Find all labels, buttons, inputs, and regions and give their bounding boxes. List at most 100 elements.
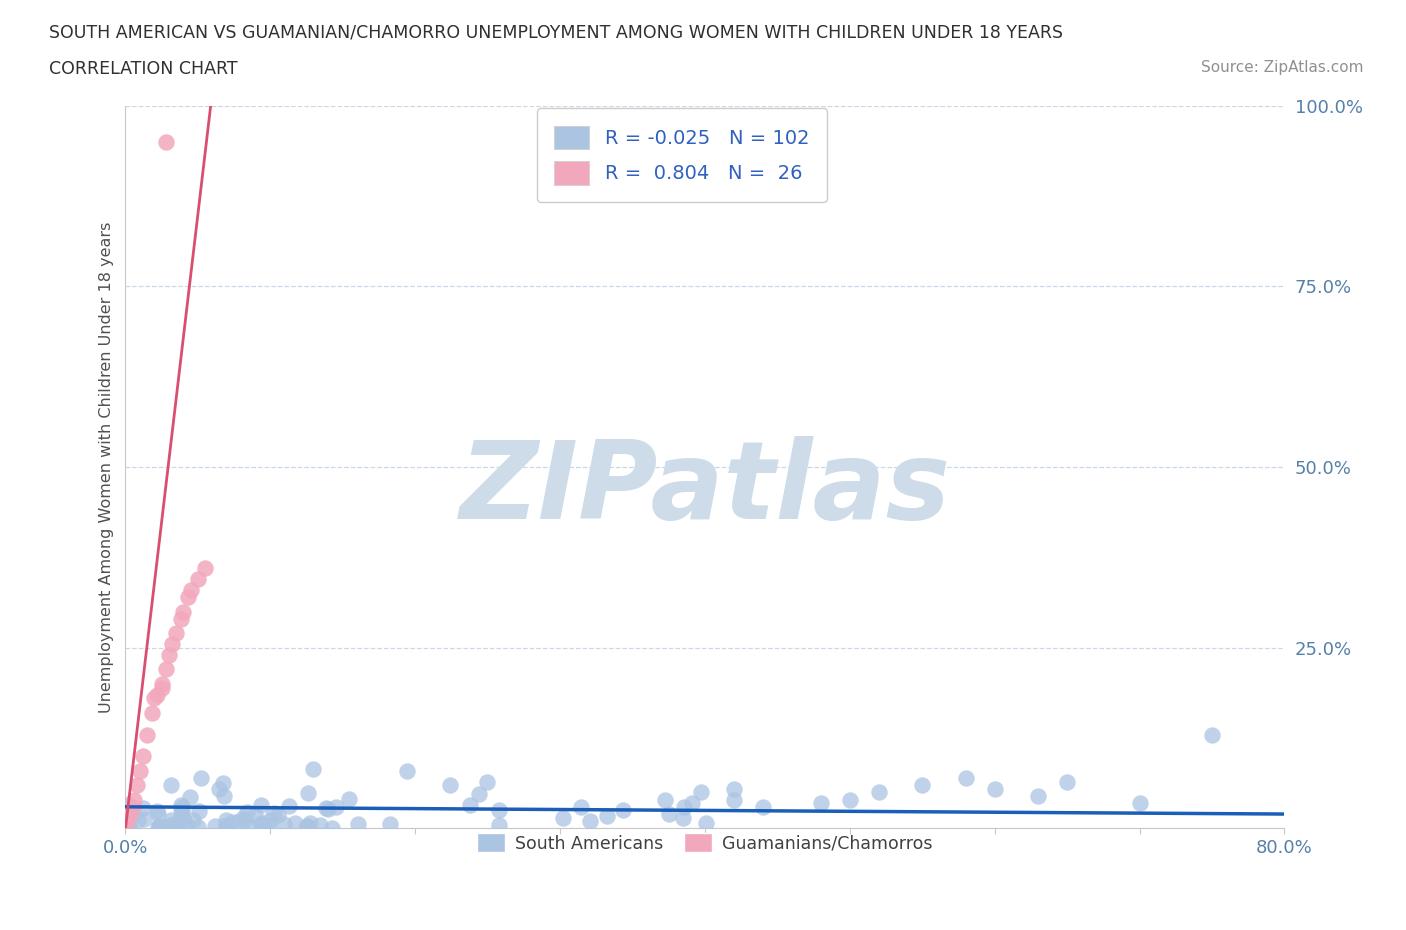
Point (723, 781, 745, 796)
Point (460, 797, 482, 812)
Point (475, 774, 498, 789)
Point (148, 820, 170, 835)
Point (488, 817, 510, 832)
Point (236, 818, 259, 833)
Point (309, 817, 332, 832)
Point (169, 812, 191, 827)
Point (181, 812, 204, 827)
Point (467, 787, 489, 802)
Point (187, 572, 209, 587)
Point (868, 785, 890, 800)
Point (267, 807, 290, 822)
Point (115, 814, 138, 829)
Text: ZIPatlas: ZIPatlas (460, 436, 950, 542)
Point (204, 818, 226, 833)
Point (132, 801, 155, 816)
Point (118, 806, 141, 821)
Point (243, 808, 266, 823)
Point (118, 811, 141, 826)
Point (752, 800, 775, 815)
Point (141, 706, 163, 721)
Point (838, 792, 860, 807)
Point (983, 781, 1005, 796)
Point (295, 818, 318, 833)
Point (121, 800, 143, 815)
Point (117, 810, 139, 825)
Point (170, 798, 193, 813)
Point (125, 777, 148, 792)
Point (127, 813, 149, 828)
Point (162, 818, 184, 833)
Point (273, 817, 295, 831)
Point (148, 818, 170, 833)
Point (315, 801, 337, 816)
Point (170, 800, 193, 815)
Point (150, 680, 173, 695)
Point (215, 813, 238, 828)
Point (488, 803, 510, 817)
Point (169, 611, 191, 626)
Point (553, 811, 575, 826)
Point (170, 804, 193, 818)
Point (236, 804, 259, 819)
Point (596, 808, 619, 823)
Point (579, 813, 602, 828)
Point (911, 777, 934, 792)
Text: SOUTH AMERICAN VS GUAMANIAN/CHAMORRO UNEMPLOYMENT AMONG WOMEN WITH CHILDREN UNDE: SOUTH AMERICAN VS GUAMANIAN/CHAMORRO UNE… (49, 23, 1063, 41)
Point (114, 817, 136, 832)
Point (298, 816, 321, 830)
Point (955, 770, 977, 785)
Point (249, 817, 271, 831)
Point (208, 781, 231, 796)
Point (263, 805, 285, 820)
Point (284, 816, 307, 830)
Point (117, 798, 139, 813)
Point (689, 785, 711, 800)
Point (132, 749, 155, 764)
Point (190, 770, 212, 785)
Point (1056, 774, 1078, 789)
Point (337, 792, 360, 807)
Point (177, 590, 200, 604)
Point (180, 582, 202, 597)
Point (160, 813, 183, 828)
Y-axis label: Unemployment Among Women with Children Under 18 years: Unemployment Among Women with Children U… (100, 221, 114, 712)
Point (159, 777, 181, 792)
Point (250, 797, 273, 812)
Point (221, 815, 243, 830)
Point (179, 790, 201, 804)
Point (194, 561, 217, 576)
Point (672, 810, 695, 825)
Point (233, 813, 256, 828)
Text: CORRELATION CHART: CORRELATION CHART (49, 60, 238, 78)
Point (170, 804, 193, 818)
Point (174, 817, 197, 831)
Point (297, 818, 319, 833)
Point (129, 764, 152, 778)
Point (259, 813, 281, 828)
Point (810, 796, 832, 811)
Point (146, 806, 169, 821)
Point (297, 786, 319, 801)
Point (134, 812, 156, 827)
Point (143, 691, 166, 706)
Point (378, 817, 401, 831)
Point (672, 800, 695, 815)
Point (167, 821, 190, 836)
Point (118, 819, 141, 834)
Point (122, 792, 145, 807)
Point (1201, 727, 1223, 742)
Point (658, 806, 681, 821)
Point (232, 811, 254, 826)
Point (612, 803, 634, 817)
Point (159, 817, 181, 832)
Point (1026, 789, 1049, 804)
Point (215, 817, 238, 832)
Point (165, 626, 187, 641)
Point (150, 676, 173, 691)
Point (121, 807, 143, 822)
Text: Source: ZipAtlas.com: Source: ZipAtlas.com (1201, 60, 1364, 75)
Point (155, 662, 177, 677)
Point (226, 815, 249, 830)
Point (187, 819, 209, 834)
